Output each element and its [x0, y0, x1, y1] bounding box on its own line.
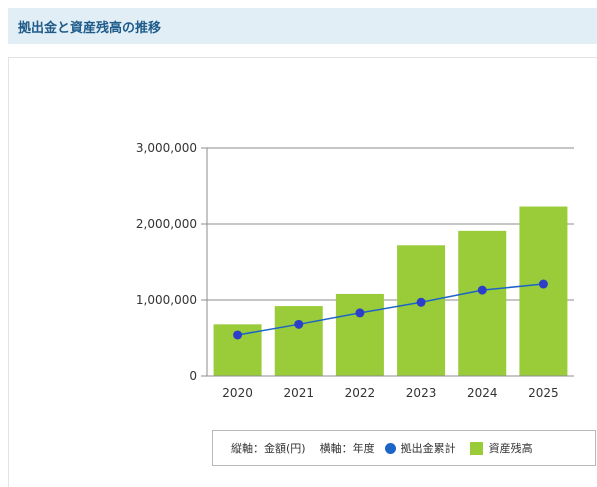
x-tick-label: 2024 [467, 386, 498, 400]
bar-asset-balance [335, 293, 384, 376]
legend-bar-swatch-icon [469, 441, 483, 455]
legend-bar-label: 資産残高 [488, 442, 533, 455]
chart-svg: 0 1,000,000 2,000,000 3,000,000 2020 2021 2022… [136, 141, 574, 400]
chart-panel [8, 57, 597, 487]
x-tick-label: 2020 [222, 386, 253, 400]
line-point-contribution-total [416, 297, 426, 307]
line-point-contribution-total [233, 330, 243, 340]
y-tick-label: 1,000,000 [136, 293, 197, 307]
section-title: 拠出金と資産残高の推移 [18, 20, 162, 36]
x-tick-label: 2025 [528, 386, 559, 400]
bar-asset-balance [397, 245, 446, 376]
line-point-contribution-total [538, 279, 548, 289]
y-tick-label: 2,000,000 [136, 217, 197, 231]
line-point-contribution-total [355, 308, 365, 318]
line-contribution-total [237, 283, 544, 336]
line-point-contribution-total [477, 285, 487, 295]
bar-asset-balance [519, 206, 568, 376]
legend-line-label: 拠出金累計 [400, 442, 456, 455]
section-header: 拠出金と資産残高の推移 [8, 8, 597, 44]
line-point-contribution-total [294, 319, 304, 329]
x-tick-label: 2023 [406, 386, 437, 400]
x-tick-label: 2021 [283, 386, 314, 400]
x-tick-label: 2022 [345, 386, 376, 400]
legend-horizontal-axis: 横軸：年度 [319, 442, 375, 455]
bar-asset-balance [458, 230, 507, 376]
y-tick-label: 3,000,000 [136, 141, 197, 155]
legend-vertical-axis: 縦軸：金額(円) [231, 442, 306, 455]
y-tick-label: 0 [189, 369, 197, 383]
legend-line-marker-icon [384, 442, 396, 454]
bar-asset-balance [274, 306, 323, 376]
chart-legend: 縦軸：金額(円) 横軸：年度 拠出金累計 資産残高 [212, 430, 596, 466]
